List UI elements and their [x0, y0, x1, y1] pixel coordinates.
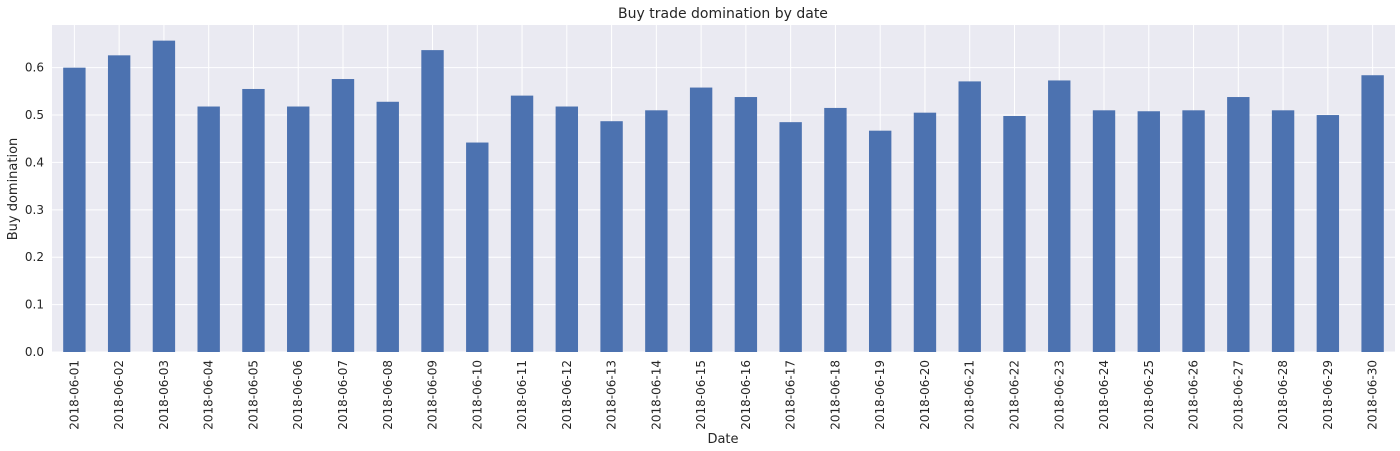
bar-2018-06-26 — [1182, 110, 1205, 352]
x-tick-label: 2018-06-11 — [515, 360, 529, 430]
bar-2018-06-07 — [331, 79, 355, 352]
y-tick-label: 0.6 — [25, 61, 44, 75]
x-tick-label: 2018-06-10 — [470, 360, 484, 430]
x-tick-label: 2018-06-16 — [739, 360, 753, 430]
x-tick-label: 2018-06-22 — [1007, 360, 1021, 430]
bar-2018-06-04 — [197, 106, 220, 352]
x-tick-label: 2018-06-12 — [560, 360, 574, 430]
plot-area — [52, 25, 1395, 352]
x-tick-label: 2018-06-20 — [918, 360, 932, 430]
x-tick-label: 2018-06-30 — [1366, 360, 1380, 430]
x-tick-label: 2018-06-24 — [1097, 360, 1111, 430]
x-tick-label: 2018-06-08 — [381, 360, 395, 430]
bar-2018-06-16 — [734, 97, 758, 352]
x-tick-label: 2018-06-15 — [694, 360, 708, 430]
bar-2018-06-03 — [152, 40, 176, 352]
x-tick-label: 2018-06-06 — [291, 360, 305, 430]
bar-2018-06-17 — [779, 122, 802, 352]
bar-2018-06-09 — [421, 50, 444, 352]
x-tick-label: 2018-06-03 — [157, 360, 171, 430]
bar-2018-06-18 — [824, 107, 847, 352]
y-tick-label: 0.2 — [25, 250, 44, 264]
x-tick-label: 2018-06-01 — [67, 360, 81, 430]
x-tick-label: 2018-06-18 — [828, 360, 842, 430]
y-tick-label: 0.3 — [25, 203, 44, 217]
x-tick-label: 2018-06-27 — [1231, 360, 1245, 430]
y-axis-label: Buy domination — [6, 138, 21, 241]
bar-2018-06-21 — [958, 81, 981, 352]
bars — [63, 40, 1384, 353]
bar-2018-06-19 — [868, 130, 892, 352]
bar-2018-06-23 — [1048, 80, 1071, 353]
y-tick-label: 0.5 — [25, 108, 44, 122]
x-tick-label: 2018-06-04 — [202, 360, 216, 430]
bar-2018-06-08 — [376, 101, 399, 352]
x-tick-label: 2018-06-17 — [784, 360, 798, 430]
bar-2018-06-29 — [1316, 115, 1340, 352]
x-tick-label: 2018-06-28 — [1276, 360, 1290, 430]
chart-title: Buy trade domination by date — [618, 6, 828, 22]
y-tick-labels: 0.0 0.1 0.2 0.3 0.4 0.5 0.6 — [25, 61, 44, 359]
bar-2018-06-22 — [1003, 115, 1026, 352]
bar-2018-06-15 — [689, 87, 713, 352]
bar-2018-06-27 — [1227, 97, 1250, 352]
bar-2018-06-10 — [466, 142, 489, 352]
bar-2018-06-30 — [1361, 75, 1384, 353]
bar-2018-06-11 — [510, 95, 534, 353]
bar-2018-06-24 — [1092, 110, 1116, 352]
y-tick-label: 0.4 — [25, 155, 44, 169]
bar-2018-06-06 — [287, 106, 310, 352]
bar-2018-06-05 — [242, 88, 265, 352]
y-tick-label: 0.0 — [25, 345, 44, 359]
bar-2018-06-25 — [1137, 111, 1160, 353]
x-tick-labels: 2018-06-01 2018-06-02 2018-06-03 2018-06-04… — [67, 360, 1379, 430]
x-tick-label: 2018-06-29 — [1321, 360, 1335, 430]
x-tick-label: 2018-06-05 — [246, 360, 260, 430]
bar-2018-06-20 — [913, 112, 937, 352]
x-tick-label: 2018-06-09 — [426, 360, 440, 430]
x-axis-label: Date — [707, 432, 738, 447]
bar-2018-06-13 — [600, 121, 623, 352]
x-tick-label: 2018-06-21 — [963, 360, 977, 430]
bar-2018-06-28 — [1271, 110, 1295, 352]
x-tick-label: 2018-06-02 — [112, 360, 126, 430]
y-tick-label: 0.1 — [25, 298, 44, 312]
x-tick-label: 2018-06-19 — [873, 360, 887, 430]
bar-2018-06-02 — [107, 55, 131, 352]
bar-2018-06-12 — [555, 106, 579, 352]
x-tick-label: 2018-06-14 — [649, 360, 663, 430]
x-tick-label: 2018-06-13 — [605, 360, 619, 430]
bar-2018-06-14 — [645, 110, 668, 352]
bar-2018-06-01 — [63, 67, 86, 353]
x-tick-label: 2018-06-26 — [1187, 360, 1201, 430]
x-tick-label: 2018-06-25 — [1142, 360, 1156, 430]
x-tick-label: 2018-06-07 — [336, 360, 350, 430]
x-tick-label: 2018-06-23 — [1052, 360, 1066, 430]
